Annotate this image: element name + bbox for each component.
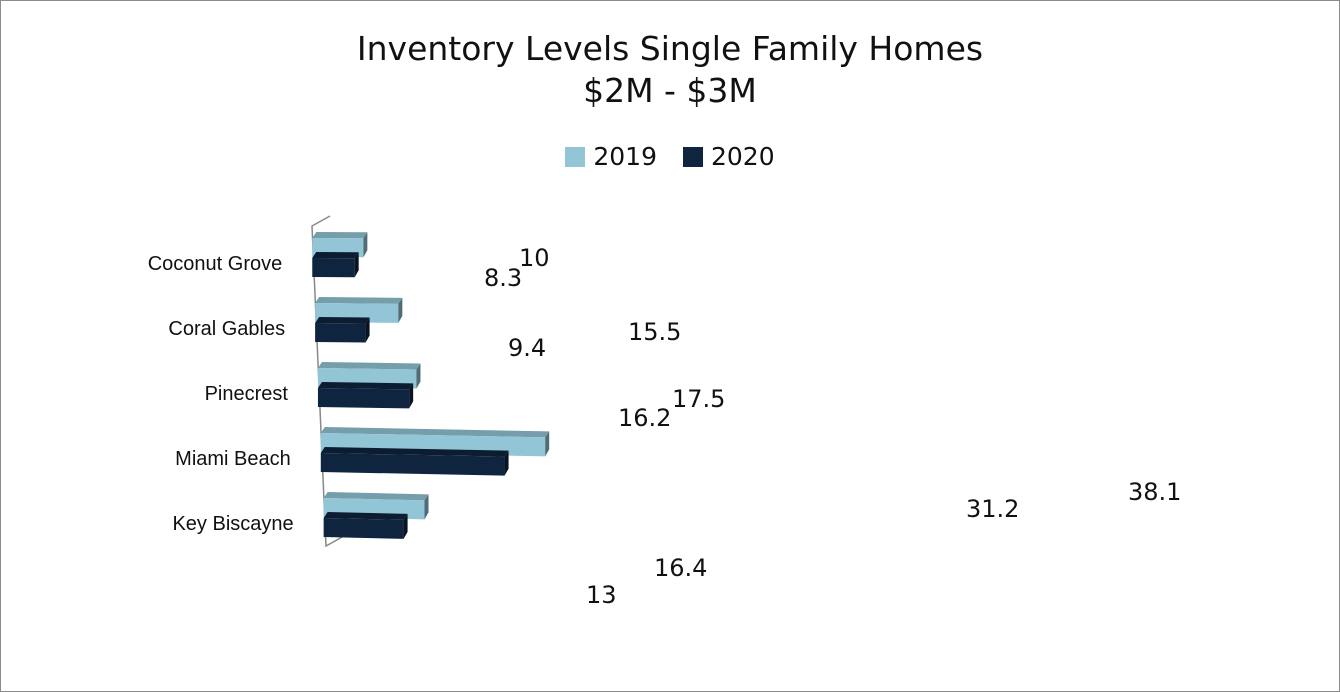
- chart-title: Inventory Levels Single Family Homes $2M…: [0, 28, 1340, 112]
- data-label-2020: 16.2: [618, 404, 671, 432]
- bar-top-face: [315, 317, 370, 324]
- bar-top-face: [317, 362, 421, 370]
- bar-end-face: [504, 450, 509, 476]
- category-label: Key Biscayne: [172, 513, 293, 535]
- category-label: Coconut Grove: [148, 253, 283, 275]
- legend-swatch-2020: [683, 146, 703, 167]
- chart-title-line: Inventory Levels Single Family Homes: [356, 29, 984, 68]
- bar-top-face: [323, 492, 429, 501]
- category-label: Coral Gables: [168, 318, 285, 340]
- bar-end-face: [545, 431, 550, 457]
- bar-end-face: [424, 494, 429, 520]
- data-label-2019: 17.5: [672, 385, 725, 413]
- bar-top-face: [317, 382, 414, 390]
- bar-2020-coral-gables: [315, 323, 366, 343]
- category-label: Miami Beach: [175, 448, 291, 470]
- bar-top-face: [312, 232, 368, 239]
- legend-swatch-2019: [565, 146, 586, 167]
- bar-2020-coconut-grove: [312, 258, 355, 278]
- bar-top-face: [323, 512, 408, 520]
- bar-end-face: [409, 383, 414, 409]
- bar-top-face: [320, 427, 550, 438]
- chart-subtitle: $2M - $3M: [583, 71, 757, 110]
- bar-2020-key-biscayne: [323, 518, 404, 539]
- bar-end-face: [403, 513, 408, 539]
- data-label-2020: 9.4: [508, 334, 546, 362]
- legend-label-2020: 2020: [711, 142, 775, 171]
- bar-2020-miami-beach: [320, 453, 505, 476]
- data-label-2019: 38.1: [1128, 478, 1181, 506]
- data-label-2019: 15.5: [628, 318, 681, 346]
- data-label-2019: 16.4: [654, 554, 707, 582]
- category-label: Pinecrest: [205, 383, 289, 405]
- bar-end-face: [363, 232, 368, 258]
- data-label-2020: 8.3: [484, 264, 522, 292]
- bar-top-face: [320, 447, 509, 457]
- bar-top-face: [315, 297, 403, 304]
- legend-label-2019: 2019: [593, 142, 657, 171]
- data-label-2019: 10: [519, 244, 550, 272]
- legend-item-2019: 2019: [565, 142, 657, 171]
- bar-end-face: [398, 297, 403, 323]
- data-label-2020: 13: [586, 581, 617, 609]
- data-label-2020: 31.2: [966, 495, 1019, 523]
- chart-legend: 2019 2020: [0, 142, 1340, 171]
- bar-end-face: [365, 317, 370, 343]
- bar-top-face: [312, 252, 359, 259]
- bar-2020-pinecrest: [317, 388, 410, 409]
- bar-end-face: [354, 252, 359, 278]
- bar-end-face: [416, 363, 421, 389]
- legend-item-2020: 2020: [683, 142, 775, 171]
